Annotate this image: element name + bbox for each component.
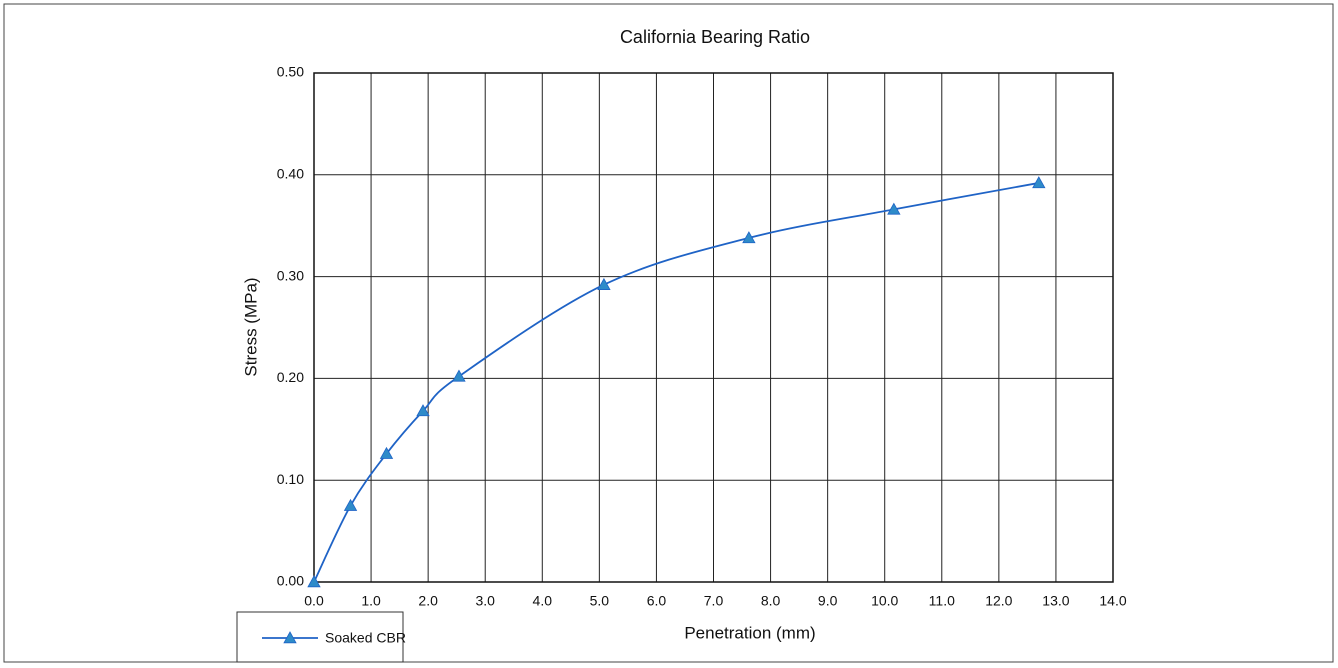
frame	[3, 3, 1334, 663]
marker	[742, 231, 756, 244]
chart-title: California Bearing Ratio	[620, 27, 810, 47]
y-axis-title: Stress (MPa)	[241, 277, 260, 376]
marker	[307, 575, 321, 588]
x-axis-title: Penetration (mm)	[684, 623, 815, 642]
marker	[416, 404, 430, 417]
x-tick-label: 1.0	[361, 593, 381, 609]
plot-border	[313, 72, 1114, 583]
x-tick-label: 7.0	[704, 593, 724, 609]
y-tick-label: 0.50	[277, 64, 304, 80]
marker	[597, 277, 611, 290]
legend-box	[236, 611, 404, 663]
y-tick-label: 0.40	[277, 166, 304, 182]
legend-marker	[283, 631, 297, 644]
y-tick-label: 0.30	[277, 267, 304, 283]
x-tick-label: 10.0	[871, 593, 898, 609]
marker	[452, 369, 466, 382]
x-tick-label: 6.0	[647, 593, 667, 609]
x-tick-label: 5.0	[590, 593, 610, 609]
x-tick-label: 0.0	[304, 593, 324, 609]
series-line	[313, 182, 1039, 583]
x-tick-label: 3.0	[475, 593, 495, 609]
marker	[887, 202, 901, 215]
x-tick-label: 14.0	[1099, 593, 1126, 609]
y-tick-label: 0.20	[277, 369, 304, 385]
y-tick-label: 0.00	[277, 573, 304, 589]
x-tick-label: 11.0	[929, 593, 955, 609]
x-tick-label: 4.0	[533, 593, 553, 609]
x-tick-label: 2.0	[418, 593, 438, 609]
legend-label: Soaked CBR	[325, 630, 406, 646]
x-tick-label: 9.0	[818, 593, 838, 609]
marker	[1032, 176, 1046, 189]
marker	[379, 446, 394, 459]
marker	[343, 498, 358, 511]
x-tick-label: 13.0	[1042, 593, 1069, 609]
x-tick-label: 12.0	[985, 593, 1012, 609]
x-tick-label: 8.0	[761, 593, 781, 609]
y-tick-label: 0.10	[277, 471, 304, 487]
